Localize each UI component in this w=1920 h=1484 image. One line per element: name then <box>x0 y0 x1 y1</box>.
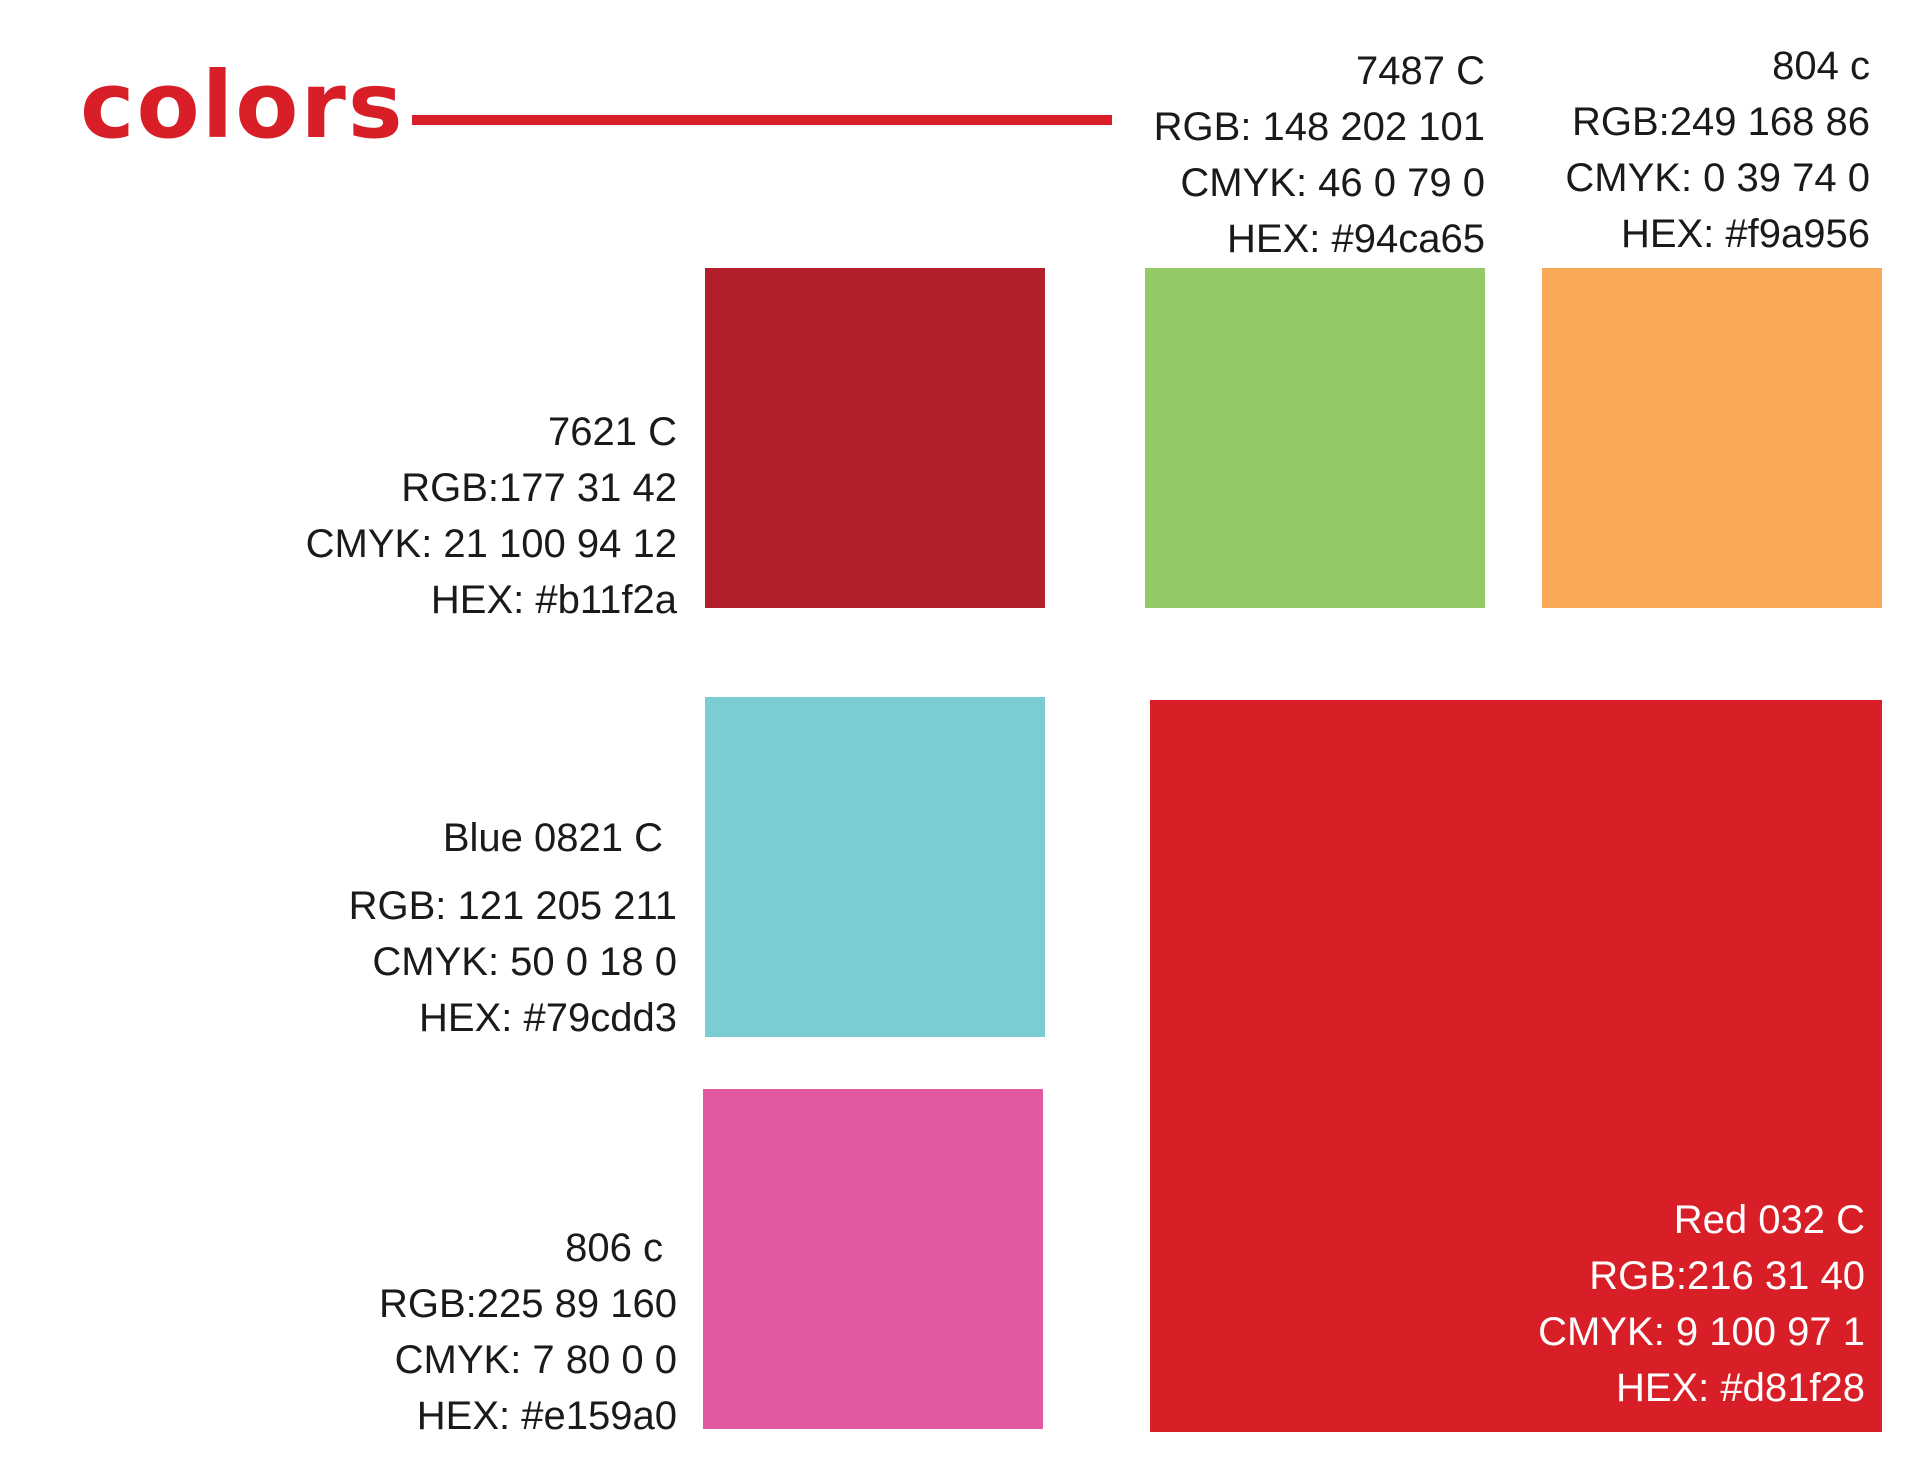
color-hex: HEX: #e159a0 <box>416 1394 677 1438</box>
swatch-red-032c <box>1150 700 1882 1432</box>
color-info-804c: 804 c RGB:249 168 86 CMYK: 0 39 74 0 HEX… <box>1565 38 1870 262</box>
color-rgb: RGB: 148 202 101 <box>1153 105 1485 149</box>
swatch-806c <box>703 1089 1043 1429</box>
color-cmyk: CMYK: 21 100 94 12 <box>305 522 677 566</box>
color-info-7621c: 7621 C RGB:177 31 42 CMYK: 21 100 94 12 … <box>306 404 677 628</box>
color-cmyk: CMYK: 7 80 0 0 <box>394 1338 677 1382</box>
color-info-blue-0821c: Blue 0821 C RGB: 121 205 211 CMYK: 50 0 … <box>349 810 677 1046</box>
color-cmyk: CMYK: 0 39 74 0 <box>1565 156 1870 200</box>
color-cmyk: CMYK: 46 0 79 0 <box>1180 161 1485 205</box>
color-name: 7487 C <box>1356 49 1485 93</box>
color-hex: HEX: #b11f2a <box>430 578 677 622</box>
color-rgb: RGB:216 31 40 <box>1589 1254 1865 1298</box>
color-cmyk: CMYK: 9 100 97 1 <box>1538 1310 1865 1354</box>
color-info-7487c: 7487 C RGB: 148 202 101 CMYK: 46 0 79 0 … <box>1154 43 1485 267</box>
color-name: Blue 0821 C <box>442 816 663 860</box>
swatch-804c <box>1542 268 1882 608</box>
color-rgb: RGB:177 31 42 <box>401 466 677 510</box>
color-rgb: RGB:225 89 160 <box>379 1282 677 1326</box>
color-hex: HEX: #f9a956 <box>1620 212 1870 256</box>
swatch-blue-0821c <box>705 697 1045 1037</box>
color-name: 806 c <box>565 1226 663 1270</box>
color-cmyk: CMYK: 50 0 18 0 <box>372 940 677 984</box>
color-rgb: RGB: 121 205 211 <box>348 884 677 928</box>
title-divider <box>412 115 1112 125</box>
swatch-7487c <box>1145 268 1485 608</box>
color-name: Red 032 C <box>1673 1198 1865 1242</box>
page-title: colors <box>80 52 405 159</box>
swatch-7621c <box>705 268 1045 608</box>
color-hex: HEX: #94ca65 <box>1227 217 1485 261</box>
color-info-806c: 806 c RGB:225 89 160 CMYK: 7 80 0 0 HEX:… <box>379 1220 677 1444</box>
color-name: 804 c <box>1772 44 1870 88</box>
color-hex: HEX: #d81f28 <box>1615 1366 1865 1410</box>
color-name: 7621 C <box>548 410 677 454</box>
color-info-red-032c: Red 032 C RGB:216 31 40 CMYK: 9 100 97 1… <box>1538 1192 1865 1416</box>
color-hex: HEX: #79cdd3 <box>419 996 677 1040</box>
color-rgb: RGB:249 168 86 <box>1572 100 1870 144</box>
